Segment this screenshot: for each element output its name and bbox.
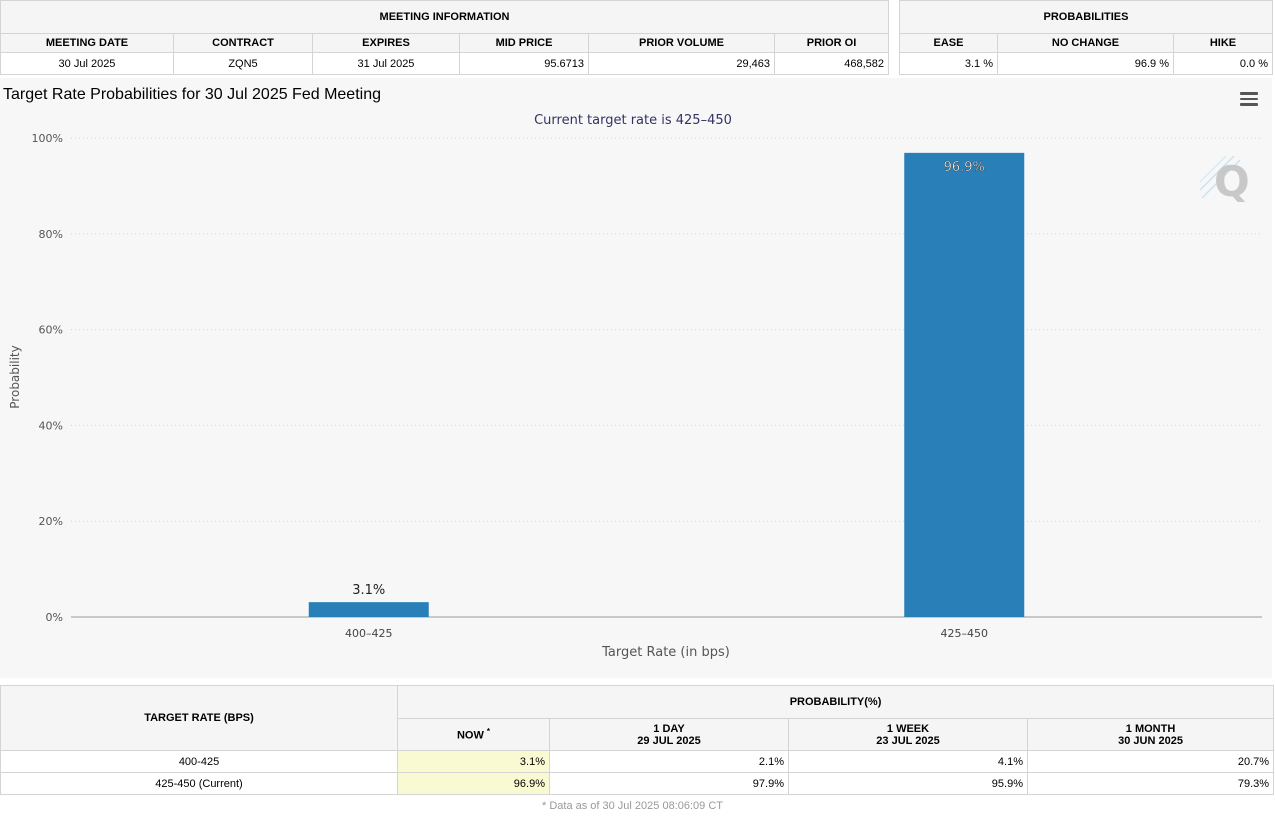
bars <box>308 152 1025 617</box>
one-day-cell: 2.1% <box>549 750 789 773</box>
probabilities-title: PROBABILITIES <box>898 0 1274 34</box>
y-tick-label: 80% <box>39 228 63 241</box>
prior-oi-value: 468,582 <box>773 52 890 75</box>
x-tick-label: 425–450 <box>941 627 989 640</box>
ease-header: EASE <box>899 33 998 53</box>
target-rate-header: TARGET RATE (BPS) <box>0 685 398 751</box>
hamburger-menu-icon[interactable] <box>1240 92 1258 106</box>
y-tick-label: 100% <box>32 132 63 145</box>
one-day-cell: 97.9% <box>549 772 789 795</box>
chart-container: 0% 20% 40% 60% 80% 100% 400–425 3.1% 425–450 96.9… <box>0 78 1272 678</box>
now-header: NOW * <box>397 718 550 751</box>
prior-volume-header: PRIOR VOLUME <box>588 33 775 53</box>
now-footnote-marker: * <box>486 727 491 737</box>
probability-header: PROBABILITY(%) <box>396 685 1275 719</box>
table-row: 425-450 (Current) 96.9% 97.9% 95.9% 79.3… <box>0 772 1275 795</box>
one-week-cell: 4.1% <box>788 750 1028 773</box>
meeting-info-table: MEETING INFORMATION MEETING DATE CONTRAC… <box>0 0 890 75</box>
table-row: 400-425 3.1% 2.1% 4.1% 20.7% <box>0 750 1275 773</box>
target-rate-table: TARGET RATE (BPS) PROBABILITY(%) NOW * 1… <box>0 685 1275 795</box>
x-tick-label: 400–425 <box>345 627 393 640</box>
y-tick-label: 0% <box>46 611 63 624</box>
rate-cell: 425-450 (Current) <box>0 772 398 795</box>
no-change-value: 96.9 % <box>997 52 1174 75</box>
hike-header: HIKE <box>1172 33 1274 53</box>
meeting-date-header: MEETING DATE <box>0 33 174 53</box>
data-timestamp-footnote: * Data as of 30 Jul 2025 08:06:09 CT <box>541 800 723 812</box>
labels: 0% 20% 40% 60% 80% 100% 400–425 3.1% 425–450 96.9… <box>32 132 988 640</box>
prior-volume-value: 29,463 <box>588 52 775 75</box>
one-week-header: 1 WEEK 23 JUL 2025 <box>788 718 1028 751</box>
meeting-date-value: 30 Jul 2025 <box>0 52 174 75</box>
hike-value: 0.0 % <box>1172 52 1274 75</box>
data-label: 3.1% <box>352 583 385 598</box>
one-month-date: 30 JUN 2025 <box>1118 734 1183 747</box>
prior-oi-header: PRIOR OI <box>773 33 890 53</box>
one-month-label: 1 MONTH <box>1125 722 1176 735</box>
one-week-label: 1 WEEK <box>886 722 930 735</box>
now-cell: 96.9% <box>397 772 550 795</box>
mid-price-header: MID PRICE <box>459 33 589 53</box>
y-tick-label: 40% <box>39 419 63 432</box>
grid-lines <box>71 137 1262 618</box>
y-tick-label: 20% <box>39 515 63 528</box>
bar[interactable] <box>904 152 1025 617</box>
q-logo-icon: Q <box>1199 155 1250 206</box>
one-day-date: 29 JUL 2025 <box>637 734 701 747</box>
bar-chart: 0% 20% 40% 60% 80% 100% 400–425 3.1% 425–450 96.9… <box>8 113 1262 660</box>
expires-header: EXPIRES <box>312 33 460 53</box>
one-day-header: 1 DAY 29 JUL 2025 <box>549 718 789 751</box>
probabilities-table: PROBABILITIES EASE NO CHANGE HIKE 3.1 % … <box>898 0 1274 75</box>
y-axis-label: Probability <box>8 345 22 408</box>
rate-cell: 400-425 <box>0 750 398 773</box>
one-day-label: 1 DAY <box>653 722 685 735</box>
contract-value: ZQN5 <box>173 52 313 75</box>
expires-value: 31 Jul 2025 <box>312 52 460 75</box>
x-axis-label: Target Rate (in bps) <box>601 645 730 660</box>
no-change-header: NO CHANGE <box>997 33 1174 53</box>
now-cell: 3.1% <box>397 750 550 773</box>
meeting-info-title: MEETING INFORMATION <box>0 0 890 34</box>
one-month-cell: 20.7% <box>1026 750 1275 773</box>
one-month-header: 1 MONTH 30 JUN 2025 <box>1026 718 1275 751</box>
one-week-date: 23 JUL 2025 <box>876 734 940 747</box>
now-header-label: NOW <box>456 729 484 742</box>
one-month-cell: 79.3% <box>1026 772 1275 795</box>
y-tick-label: 60% <box>39 324 63 337</box>
one-week-cell: 95.9% <box>788 772 1028 795</box>
data-label: 96.9% <box>944 160 985 175</box>
mid-price-value: 95.6713 <box>459 52 589 75</box>
chart-title: Target Rate Probabilities for 30 Jul 202… <box>3 86 381 103</box>
ease-value: 3.1 % <box>899 52 998 75</box>
bar[interactable] <box>308 602 429 617</box>
contract-header: CONTRACT <box>173 33 313 53</box>
svg-text:Q: Q <box>1214 157 1250 206</box>
chart-subtitle: Current target rate is 425–450 <box>534 113 732 128</box>
